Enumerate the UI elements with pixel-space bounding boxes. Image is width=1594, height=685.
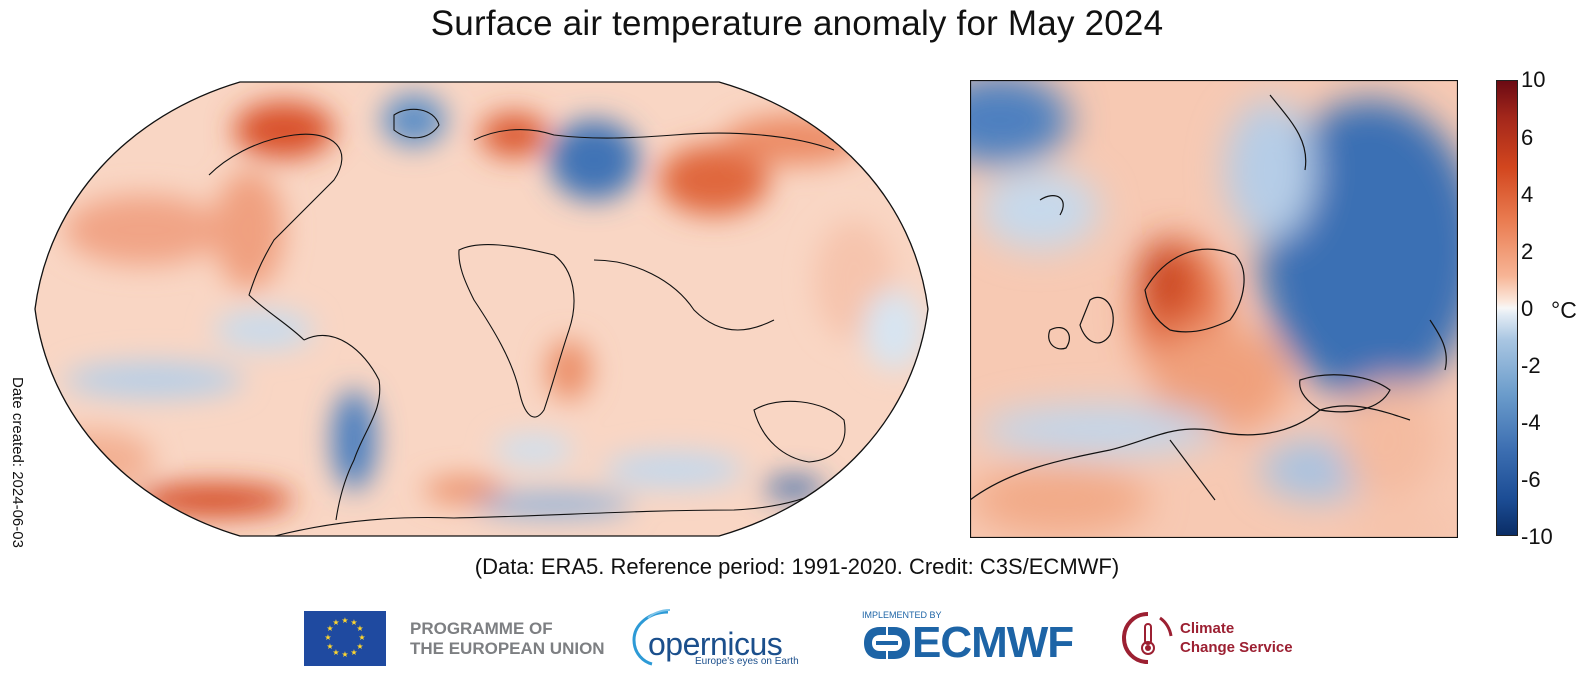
implemented-by-label: IMPLEMENTED BY bbox=[862, 610, 942, 620]
colorbar-unit: °C bbox=[1551, 297, 1577, 323]
thermometer-icon bbox=[1121, 612, 1173, 664]
copernicus-logo-icon bbox=[632, 609, 671, 666]
colorbar-tick: -6 bbox=[1521, 467, 1541, 492]
eu-programme-text: PROGRAMME OF THE EUROPEAN UNION bbox=[410, 619, 605, 659]
europe-anomaly-map bbox=[970, 80, 1458, 538]
eu-flag-icon: ★ ★★ ★★★ ★★★ ★★★ bbox=[304, 611, 386, 666]
eu-line2: THE EUROPEAN UNION bbox=[410, 639, 605, 658]
eu-line1: PROGRAMME OF bbox=[410, 619, 553, 638]
colorbar-tick: -2 bbox=[1521, 353, 1541, 378]
svg-text:★: ★ bbox=[350, 618, 357, 627]
svg-text:★: ★ bbox=[326, 624, 333, 633]
colorbar bbox=[1496, 80, 1518, 536]
c3s-line1: Climate bbox=[1180, 620, 1235, 637]
world-anomaly-map bbox=[34, 81, 929, 537]
colorbar-tick: 10 bbox=[1521, 67, 1546, 92]
colorbar-tick: 0 bbox=[1521, 296, 1534, 321]
svg-text:★: ★ bbox=[341, 650, 348, 659]
ecmwf-mark-icon bbox=[864, 627, 910, 659]
svg-text:★: ★ bbox=[350, 648, 357, 657]
date-created: Date created: 2024-06-03 bbox=[9, 377, 26, 548]
svg-text:★: ★ bbox=[356, 642, 363, 651]
svg-text:★: ★ bbox=[326, 642, 333, 651]
svg-text:★: ★ bbox=[332, 648, 339, 657]
svg-text:★: ★ bbox=[356, 624, 363, 633]
colorbar-tick: 2 bbox=[1521, 239, 1534, 264]
svg-text:★: ★ bbox=[358, 633, 365, 642]
credit-line: (Data: ERA5. Reference period: 1991-2020… bbox=[474, 554, 1120, 579]
colorbar-tick: 6 bbox=[1521, 125, 1534, 150]
c3s-line2: Change Service bbox=[1180, 639, 1293, 656]
copernicus-tagline: Europe's eyes on Earth bbox=[695, 656, 799, 667]
map-title: Surface air temperature anomaly for May … bbox=[430, 4, 1164, 43]
colorbar-tick: 4 bbox=[1521, 182, 1534, 207]
svg-text:★: ★ bbox=[332, 618, 339, 627]
svg-text:★: ★ bbox=[324, 633, 331, 642]
c3s-text: Climate Change Service bbox=[1180, 619, 1293, 657]
colorbar-tick: -10 bbox=[1521, 524, 1553, 549]
svg-text:★: ★ bbox=[341, 616, 348, 625]
ecmwf-wordmark: ECMWF bbox=[912, 618, 1074, 667]
copernicus-wordmark: opernicus bbox=[648, 626, 783, 662]
colorbar-tick: -4 bbox=[1521, 410, 1541, 435]
